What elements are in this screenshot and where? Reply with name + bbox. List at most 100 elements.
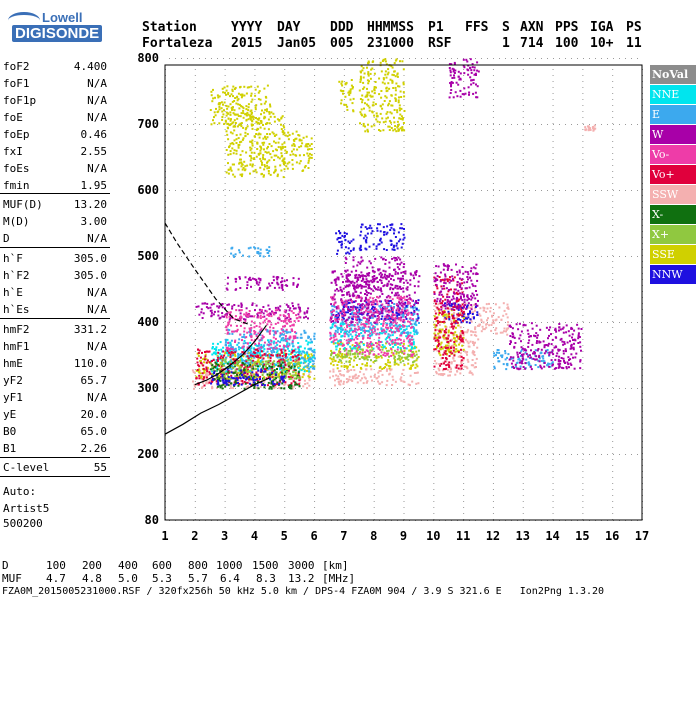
grid-dot bbox=[385, 190, 386, 191]
grid-dot bbox=[289, 58, 290, 59]
echo-point bbox=[308, 370, 310, 372]
echo-point bbox=[284, 310, 286, 312]
grid-dot bbox=[344, 243, 345, 244]
echo-point bbox=[198, 371, 200, 373]
echo-point bbox=[219, 318, 221, 320]
grid-dot bbox=[343, 190, 344, 191]
grid-dot bbox=[553, 435, 554, 436]
echo-point bbox=[339, 348, 341, 350]
grid-dot bbox=[601, 256, 602, 257]
grid-dot bbox=[637, 388, 638, 389]
grid-dot bbox=[433, 363, 434, 364]
grid-dot bbox=[195, 195, 196, 196]
grid-dot bbox=[475, 190, 476, 191]
grid-dot bbox=[505, 124, 506, 125]
grid-dot bbox=[553, 58, 554, 59]
grid-dot bbox=[487, 58, 488, 59]
echo-point bbox=[307, 162, 309, 164]
grid-dot bbox=[331, 124, 332, 125]
grid-dot bbox=[349, 322, 350, 323]
grid-dot bbox=[374, 453, 375, 454]
grid-dot bbox=[344, 177, 345, 178]
grid-dot bbox=[404, 141, 405, 142]
grid-dot bbox=[175, 388, 176, 389]
grid-dot bbox=[463, 351, 464, 352]
echo-point bbox=[226, 316, 228, 318]
echo-point bbox=[236, 153, 238, 155]
grid-dot bbox=[344, 69, 345, 70]
grid-dot bbox=[511, 388, 512, 389]
echo-point bbox=[352, 344, 354, 346]
grid-dot bbox=[195, 369, 196, 370]
grid-dot bbox=[421, 124, 422, 125]
echo-point bbox=[247, 284, 249, 286]
grid-dot bbox=[344, 291, 345, 292]
echo-point bbox=[234, 375, 236, 377]
grid-dot bbox=[195, 69, 196, 70]
grid-dot bbox=[314, 471, 315, 472]
grid-dot bbox=[404, 411, 405, 412]
grid-dot bbox=[254, 225, 255, 226]
echo-point bbox=[221, 312, 223, 314]
echo-point bbox=[222, 374, 224, 376]
grid-dot bbox=[433, 124, 434, 125]
grid-dot bbox=[481, 190, 482, 191]
echo-point bbox=[267, 354, 269, 356]
grid-dot bbox=[493, 495, 494, 496]
echo-point bbox=[377, 381, 379, 383]
echo-point bbox=[213, 116, 215, 118]
grid-dot bbox=[284, 507, 285, 508]
grid-dot bbox=[195, 81, 196, 82]
grid-dot bbox=[301, 388, 302, 389]
grid-dot bbox=[463, 465, 464, 466]
echo-point bbox=[236, 134, 238, 136]
grid-dot bbox=[612, 249, 613, 250]
echo-point bbox=[228, 376, 230, 378]
grid-dot bbox=[247, 256, 248, 257]
grid-dot bbox=[211, 256, 212, 257]
grid-dot bbox=[254, 513, 255, 514]
grid-dot bbox=[254, 207, 255, 208]
grid-dot bbox=[195, 405, 196, 406]
echo-point bbox=[300, 346, 302, 348]
echo-point bbox=[194, 372, 196, 374]
echo-point bbox=[291, 310, 293, 312]
echo-point bbox=[269, 285, 271, 287]
echo-point bbox=[238, 249, 240, 251]
grid-dot bbox=[325, 190, 326, 191]
echo-point bbox=[228, 352, 230, 354]
grid-dot bbox=[225, 453, 226, 454]
grid-dot bbox=[547, 58, 548, 59]
grid-dot bbox=[284, 411, 285, 412]
grid-dot bbox=[254, 219, 255, 220]
grid-dot bbox=[314, 213, 315, 214]
echo-point bbox=[339, 370, 341, 372]
grid-dot bbox=[612, 465, 613, 466]
echo-point bbox=[237, 329, 239, 331]
grid-dot bbox=[523, 183, 524, 184]
grid-dot bbox=[493, 267, 494, 268]
echo-point bbox=[211, 314, 213, 316]
echo-point bbox=[198, 305, 200, 307]
echo-point bbox=[247, 352, 249, 354]
echo-point bbox=[241, 347, 243, 349]
grid-dot bbox=[595, 454, 596, 455]
grid-dot bbox=[367, 388, 368, 389]
echo-point bbox=[239, 276, 241, 278]
echo-point bbox=[196, 377, 198, 379]
grid-dot bbox=[314, 285, 315, 286]
grid-dot bbox=[284, 69, 285, 70]
grid-dot bbox=[493, 69, 494, 70]
echo-point bbox=[230, 153, 232, 155]
echo-point bbox=[281, 320, 283, 322]
grid-dot bbox=[374, 501, 375, 502]
grid-dot bbox=[404, 387, 405, 388]
grid-dot bbox=[553, 405, 554, 406]
echo-point bbox=[260, 127, 262, 129]
echo-point bbox=[224, 92, 226, 94]
echo-point bbox=[394, 364, 396, 366]
grid-dot bbox=[582, 393, 583, 394]
echo-point bbox=[280, 332, 282, 334]
echo-point bbox=[259, 167, 261, 169]
echo-point bbox=[235, 87, 237, 89]
